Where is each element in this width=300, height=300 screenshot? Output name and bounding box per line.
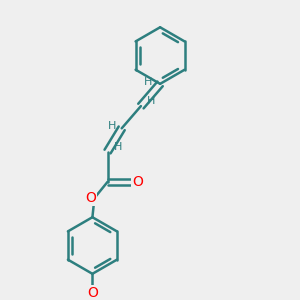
Text: O: O xyxy=(87,286,98,300)
Text: O: O xyxy=(87,286,98,300)
Text: O: O xyxy=(85,191,96,205)
Text: H: H xyxy=(113,142,122,152)
Text: O: O xyxy=(85,191,96,205)
Text: O: O xyxy=(132,175,143,189)
Text: H: H xyxy=(147,96,155,106)
Text: O: O xyxy=(132,175,143,189)
Text: H: H xyxy=(107,121,116,131)
Text: H: H xyxy=(144,77,152,87)
